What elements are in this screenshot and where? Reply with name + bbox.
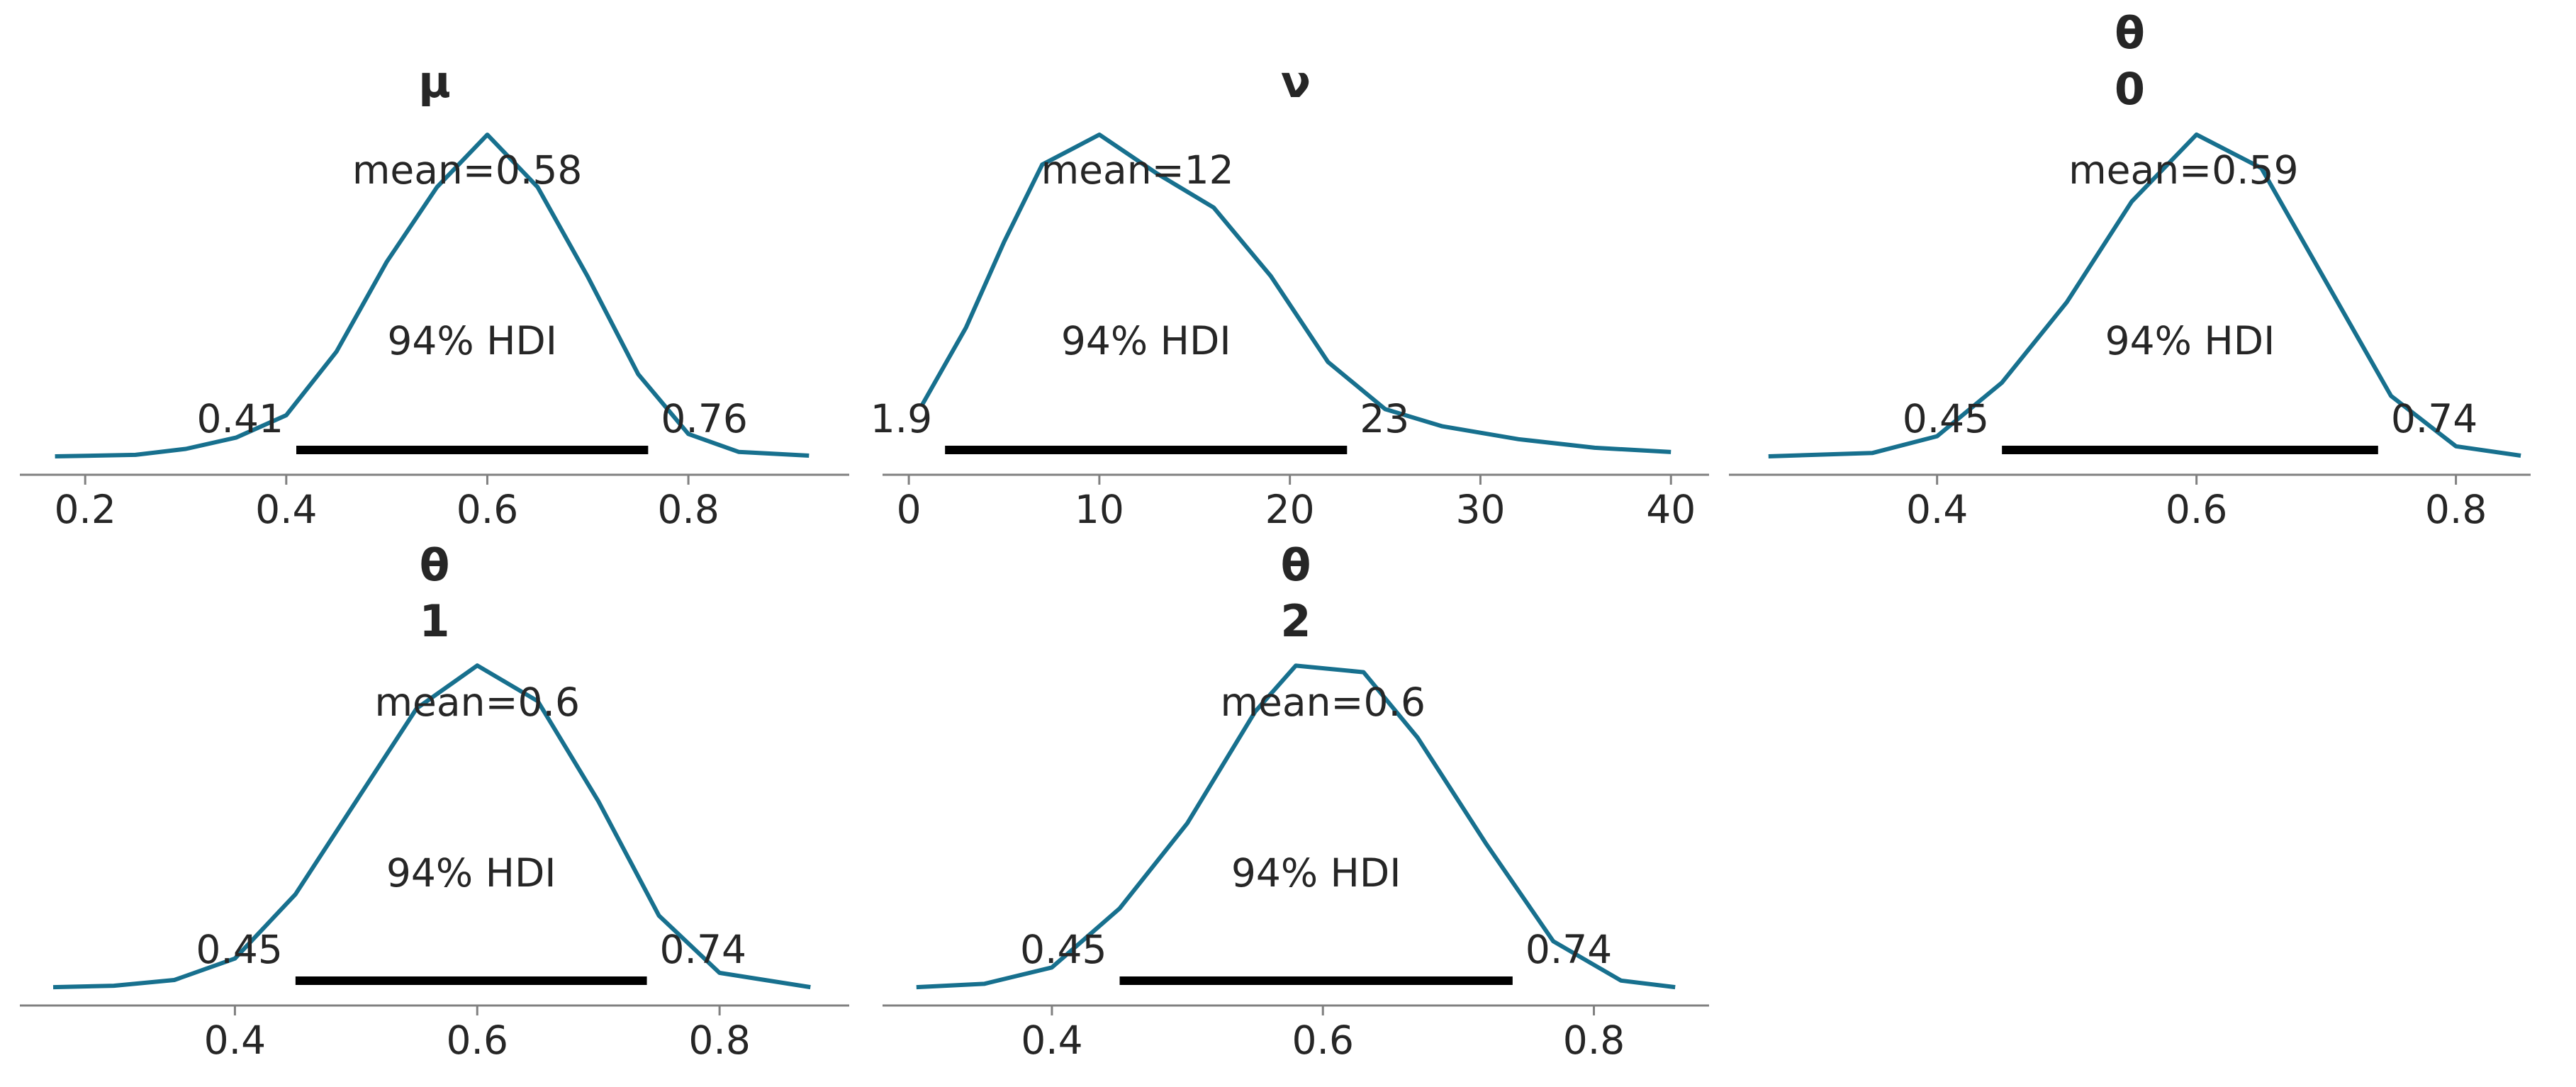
panel-title: 0 (2115, 63, 2145, 115)
hdi-label: 94% HDI (387, 318, 557, 364)
x-tick-label: 0.2 (54, 487, 116, 532)
x-tick-label: 0.6 (2166, 487, 2227, 532)
x-tick-label: 0 (897, 487, 922, 532)
x-tick-label: 0.4 (1021, 1018, 1082, 1063)
density-curve (52, 663, 811, 990)
panel-title: 1 (419, 595, 449, 647)
mean-label: mean=0.6 (374, 680, 580, 725)
density-curve (55, 133, 810, 458)
x-tick-label: 20 (1265, 487, 1315, 532)
x-tick-label: 0.4 (204, 1018, 266, 1063)
panel-title: θ (2115, 7, 2145, 59)
x-tick-label: 0.8 (657, 487, 719, 532)
x-tick-label: 0.6 (1292, 1018, 1353, 1063)
panel-title: 2 (1280, 595, 1311, 647)
x-tick-label: 0.4 (255, 487, 317, 532)
hdi-lower-label: 0.45 (1020, 927, 1107, 972)
x-tick-label: 40 (1646, 487, 1696, 532)
hdi-upper-label: 0.74 (1525, 927, 1612, 972)
hdi-label: 94% HDI (386, 850, 556, 896)
mean-label: mean=0.58 (352, 147, 583, 193)
mean-label: mean=12 (1041, 147, 1234, 193)
hdi-lower-label: 0.41 (197, 396, 284, 441)
x-tick-label: 0.6 (457, 487, 518, 532)
hdi-upper-label: 0.74 (2391, 396, 2477, 441)
x-tick-label: 30 (1455, 487, 1505, 532)
hdi-lower-label: 0.45 (196, 927, 282, 972)
panel-title: ν (1281, 56, 1311, 108)
density-curve (916, 663, 1676, 990)
x-tick-label: 0.8 (2425, 487, 2487, 532)
mean-label: mean=0.6 (1220, 680, 1426, 725)
hdi-lower-label: 1.9 (870, 396, 932, 441)
hdi-upper-label: 0.74 (660, 927, 746, 972)
panel-title: θ (1281, 539, 1311, 591)
panel-title: θ (420, 539, 450, 591)
x-tick-label: 0.8 (688, 1018, 750, 1063)
hdi-lower-label: 0.45 (1903, 396, 1989, 441)
x-tick-label: 10 (1075, 487, 1124, 532)
density-curve (1768, 132, 2521, 458)
density-curve (920, 133, 1671, 454)
x-tick-label: 0.8 (1563, 1018, 1625, 1063)
hdi-upper-label: 23 (1360, 396, 1409, 441)
hdi-label: 94% HDI (1061, 318, 1231, 364)
panel-title: μ (418, 56, 451, 108)
hdi-upper-label: 0.76 (661, 396, 747, 441)
x-tick-label: 0.6 (447, 1018, 508, 1063)
hdi-label: 94% HDI (2105, 318, 2275, 364)
x-tick-label: 0.4 (1906, 487, 1968, 532)
mean-label: mean=0.59 (2068, 147, 2299, 193)
hdi-label: 94% HDI (1231, 850, 1401, 896)
